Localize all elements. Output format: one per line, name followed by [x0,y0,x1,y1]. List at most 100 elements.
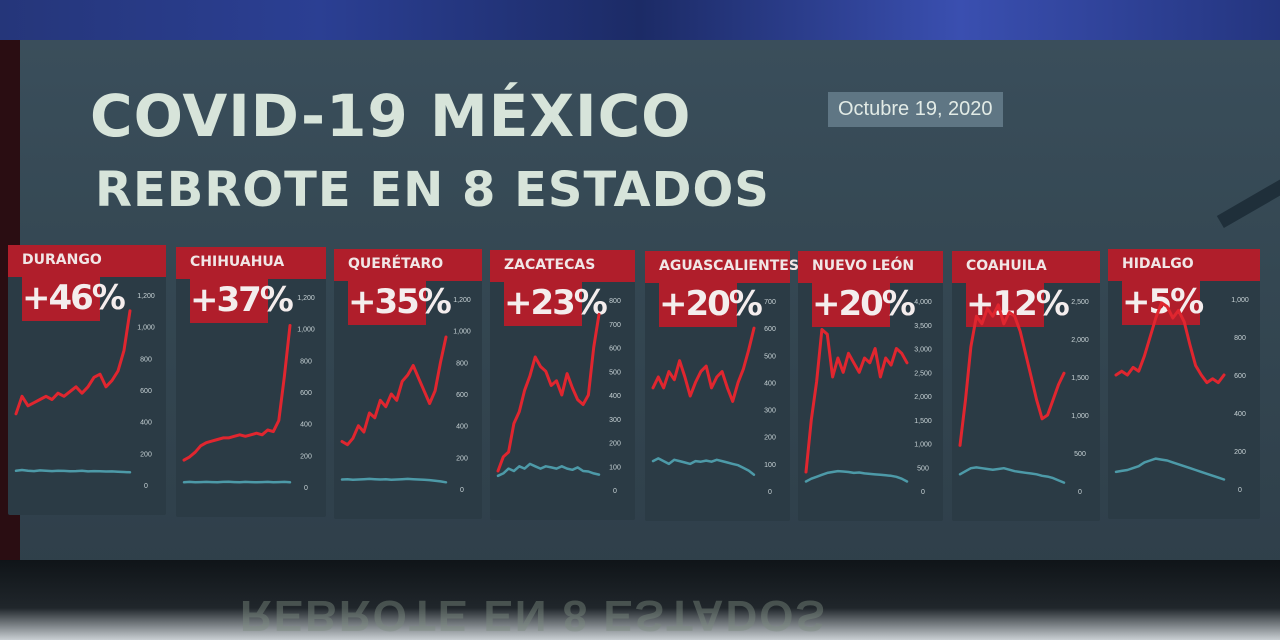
line-chart: 1,200 1,000 800 600 400 200 0 [340,297,471,494]
state-name: ZACATECAS [504,257,596,273]
y-tick-label: 1,000 [137,325,155,332]
y-tick-label: 2,500 [914,370,932,377]
cases-line [340,335,448,447]
y-tick-label: 200 [300,453,312,460]
state-name: QUERÉTARO [348,256,444,272]
panel-header [952,251,1100,283]
state-name: HIDALGO [1122,256,1194,272]
y-tick-label: 400 [300,422,312,429]
chart-panel-coahuila: COAHUILA +12% 2,500 2,000 1,500 1,000 500 0 [952,251,1100,521]
y-tick-label: 800 [140,356,152,363]
y-tick-label: 1,000 [1231,297,1249,304]
y-tick-label: 800 [300,358,312,365]
y-tick-label: 0 [304,485,308,492]
baseline-line [496,462,601,478]
state-name: DURANGO [22,252,102,268]
y-tick-label: 600 [300,390,312,397]
y-tick-label: 0 [613,488,617,495]
headline-subtitle: REBROTE EN 8 ESTADOS [95,162,770,218]
y-tick-label: 1,200 [297,295,315,302]
line-chart: 1,000 800 600 400 200 0 [1114,297,1249,494]
cases-line [496,312,601,473]
y-tick-label: 200 [1234,449,1246,456]
y-tick-label: 0 [1238,487,1242,494]
y-tick-label: 1,000 [1071,413,1089,420]
y-tick-label: 2,000 [914,394,932,401]
y-tick-label: 2,000 [1071,337,1089,344]
y-tick-label: 1,000 [297,327,315,334]
y-tick-label: 0 [768,489,772,496]
y-tick-label: 0 [921,489,925,496]
y-tick-label: 1,500 [914,418,932,425]
chart-panel-quer-taro: QUERÉTARO +35% 1,200 1,000 800 600 400 200 0 [334,249,482,519]
change-badge: +5% [1122,279,1204,325]
y-tick-label: 200 [764,435,776,442]
y-tick-label: 500 [764,353,776,360]
line-chart: 1,200 1,000 800 600 400 200 0 [182,295,315,492]
y-tick-label: 3,000 [914,347,932,354]
y-tick-label: 1,000 [453,329,471,336]
baseline-line [340,477,448,484]
y-tick-label: 200 [140,451,152,458]
y-tick-label: 200 [609,441,621,448]
panel-header [798,251,943,283]
y-tick-label: 600 [456,392,468,399]
y-tick-label: 400 [456,424,468,431]
y-tick-label: 1,500 [1071,375,1089,382]
state-name: COAHUILA [966,258,1047,274]
panel-header [1108,249,1260,281]
y-tick-label: 1,200 [137,293,155,300]
y-tick-label: 300 [609,417,621,424]
cases-line [1114,301,1226,385]
panel-header [176,247,326,279]
baseline-line [182,480,292,484]
y-tick-label: 300 [764,408,776,415]
line-chart: 1,200 1,000 800 600 400 200 0 [14,293,155,490]
y-tick-label: 2,500 [1071,299,1089,306]
y-tick-label: 500 [1074,451,1086,458]
y-tick-label: 0 [460,487,464,494]
y-tick-label: 4,000 [914,299,932,306]
desk-reflection: REBROTE EN 8 ESTADOS [240,591,827,640]
line-chart: 800 700 600 500 400 300 200 100 0 [496,298,621,495]
state-name: NUEVO LEÓN [812,258,915,274]
y-tick-label: 200 [456,455,468,462]
y-tick-label: 800 [609,298,621,305]
y-tick-label: 600 [1234,373,1246,380]
y-tick-label: 600 [764,326,776,333]
y-tick-label: 1,200 [453,297,471,304]
y-tick-label: 700 [609,322,621,329]
y-tick-label: 500 [609,369,621,376]
y-tick-label: 700 [764,299,776,306]
chart-panel-durango: DURANGO +46% 1,200 1,000 800 600 400 200 0 [8,245,166,515]
y-tick-label: 0 [1078,489,1082,496]
cases-line [182,324,292,462]
baseline-line [1114,457,1226,481]
chart-panel-zacatecas: ZACATECAS +23% 800 700 600 500 400 300 200 100 0 [490,250,635,520]
cases-line [804,328,909,474]
line-chart: 700 600 500 400 300 200 100 0 [651,299,776,496]
y-tick-label: 100 [764,462,776,469]
baseline-line [804,469,909,483]
chart-panel-hidalgo: HIDALGO +5% 1,000 800 600 400 200 0 [1108,249,1260,519]
cases-line [958,303,1066,447]
headline-title: COVID-19 MÉXICO [90,82,692,150]
line-chart: 4,000 3,500 3,000 2,500 2,000 1,500 1,000 500 0 [804,299,932,496]
y-tick-label: 400 [764,380,776,387]
panel-header [490,250,635,282]
y-tick-label: 0 [144,483,148,490]
panel-header [334,249,482,281]
studio-desk [0,560,1280,640]
y-tick-label: 800 [456,360,468,367]
y-tick-label: 800 [1234,335,1246,342]
baseline-line [958,466,1066,484]
state-name: CHIHUAHUA [190,254,285,270]
cases-line [14,309,132,416]
y-tick-label: 100 [609,464,621,471]
baseline-line [651,457,756,476]
state-name: AGUASCALIENTES [659,258,799,274]
chart-panel-nuevo-le-n: NUEVO LEÓN +20% 4,000 3,500 3,000 2,500 2,000 1… [798,251,943,521]
y-tick-label: 400 [140,420,152,427]
panel-header [645,251,790,283]
